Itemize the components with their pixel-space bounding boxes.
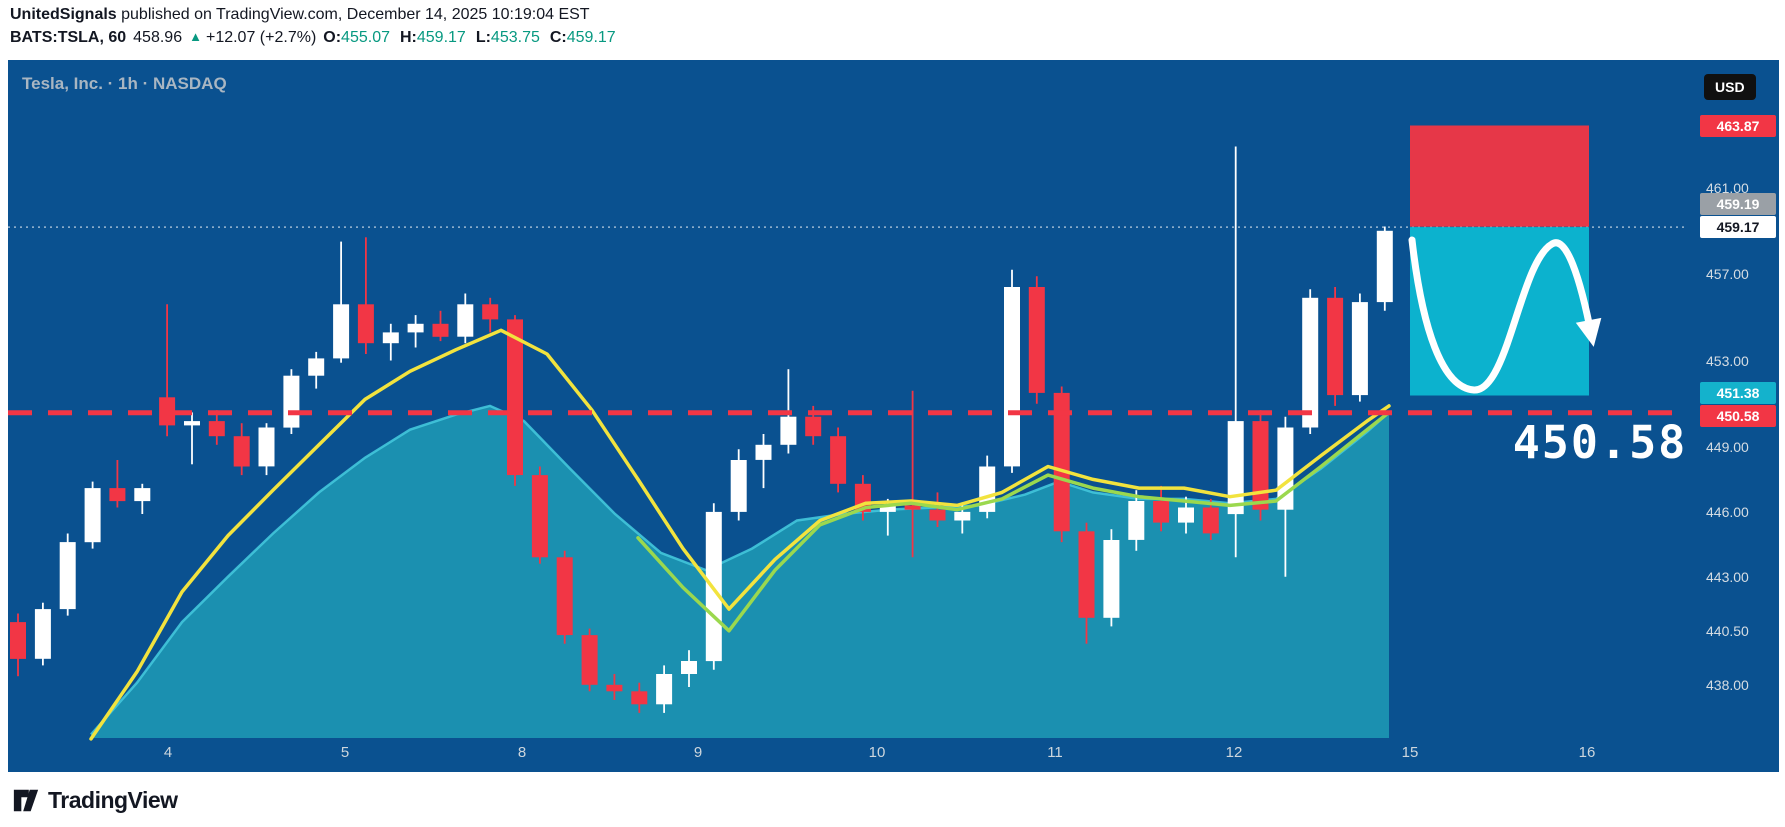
author-name[interactable]: UnitedSignals (10, 6, 117, 23)
date-label: 9 (693, 744, 703, 761)
green-ma-line (636, 410, 1391, 633)
price-change: +12.07 (+2.7%) (205, 29, 317, 46)
last-price: 458.96 (133, 29, 183, 46)
date-label: 12 (1225, 744, 1243, 761)
symbol-interval[interactable]: BATS:TSLA, 60 (10, 29, 127, 46)
currency-badge[interactable]: USD (1704, 74, 1756, 100)
open-value: O:455.07 (323, 29, 390, 46)
time-axis[interactable]: 4 5 8 9 10 11 12 15 16 (8, 742, 1779, 772)
date-label: 11 (1047, 744, 1063, 761)
drawn-arrow[interactable] (1408, 236, 1602, 394)
chart-area[interactable]: Tesla, Inc. · 1h · NASDAQ USD 461.00 457.… (8, 60, 1779, 772)
published-text: published on TradingView.com, December 1… (116, 6, 590, 23)
close-value: C:459.17 (549, 29, 616, 46)
stop-loss-zone (1410, 125, 1589, 227)
brand-name[interactable]: TradingView (48, 786, 178, 813)
target-price-label: 450.58 (1512, 416, 1688, 469)
candles (10, 146, 1393, 713)
date-label: 8 (517, 744, 527, 761)
low-value: L:453.75 (475, 29, 540, 46)
high-value: H:459.17 (399, 29, 466, 46)
ma-cloud-area (90, 404, 1390, 738)
date-label: 10 (868, 744, 886, 761)
tradingview-footer: TradingView (12, 786, 178, 814)
symbol-info-bar: BATS:TSLA, 60 458.96 ▲ +12.07 (+2.7%) O:… (10, 29, 626, 47)
date-label: 4 (163, 744, 173, 761)
tradingview-logo-icon[interactable] (12, 786, 40, 814)
yellow-ma-line (89, 328, 1391, 741)
attribution-bar: UnitedSignals published on TradingView.c… (10, 6, 626, 47)
up-triangle-icon: ▲ (189, 29, 202, 44)
candlestick-chart (8, 125, 1684, 741)
date-label: 15 (1401, 744, 1419, 761)
published-line: UnitedSignals published on TradingView.c… (10, 6, 626, 24)
date-label: 5 (340, 744, 350, 761)
position-tool[interactable] (1410, 125, 1589, 396)
date-label: 16 (1578, 744, 1596, 761)
chart-title: Tesla, Inc. · 1h · NASDAQ (22, 74, 227, 93)
